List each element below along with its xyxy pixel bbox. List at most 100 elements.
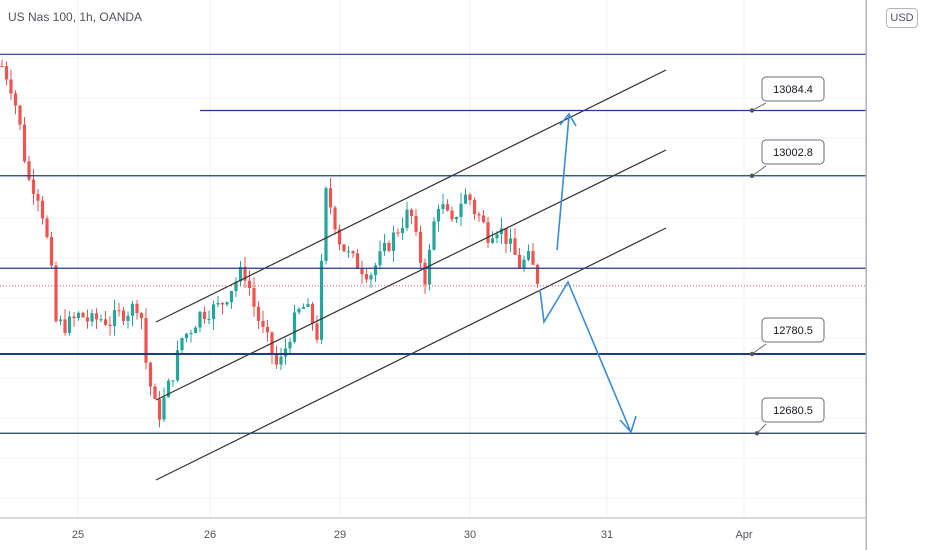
candle-body bbox=[378, 251, 382, 266]
candle-body bbox=[315, 323, 319, 340]
channel-upper-line bbox=[155, 69, 667, 323]
arrow-down-head bbox=[619, 415, 637, 434]
time-axis-label: 30 bbox=[464, 529, 476, 541]
candle-body bbox=[76, 312, 81, 319]
candle-body bbox=[117, 310, 121, 312]
candle-body bbox=[274, 353, 279, 365]
callout-label: 12680.5 bbox=[773, 405, 813, 417]
callout-box bbox=[761, 139, 825, 165]
candle-body bbox=[180, 338, 184, 351]
candle-body bbox=[504, 228, 508, 244]
candle-body bbox=[283, 348, 288, 357]
candle-body bbox=[166, 380, 171, 398]
candle-body bbox=[324, 188, 328, 261]
candle-body bbox=[175, 350, 180, 381]
price-scale[interactable] bbox=[866, 0, 932, 550]
time-axis-label: 29 bbox=[334, 529, 346, 541]
candle-body bbox=[463, 194, 468, 204]
candle-body bbox=[27, 161, 31, 180]
candle-body bbox=[400, 227, 405, 234]
candle-body bbox=[108, 324, 112, 327]
callout-box bbox=[761, 76, 825, 102]
candle-body bbox=[427, 249, 432, 285]
candle-body bbox=[31, 179, 36, 194]
candle-body bbox=[373, 265, 378, 276]
candle-body bbox=[112, 310, 117, 327]
candle-body bbox=[67, 316, 72, 333]
time-axis-label: 26 bbox=[204, 529, 216, 541]
candle-body bbox=[148, 362, 153, 387]
candle-body bbox=[58, 319, 63, 322]
arrow-up-line bbox=[556, 115, 570, 251]
arrow-down-line bbox=[539, 280, 631, 431]
candle-body bbox=[531, 251, 535, 265]
candle-body bbox=[198, 311, 202, 328]
candle-body bbox=[468, 194, 472, 200]
candle-body bbox=[477, 214, 481, 216]
callout-label: 12780.5 bbox=[773, 325, 813, 337]
candle-body bbox=[526, 251, 531, 260]
callout-pointer bbox=[751, 343, 767, 355]
candle-body bbox=[94, 313, 99, 320]
candle-body bbox=[387, 242, 391, 251]
candle-body bbox=[441, 204, 445, 209]
candle-body bbox=[63, 319, 67, 333]
candle-body bbox=[18, 105, 22, 125]
candle-body bbox=[54, 265, 58, 322]
callout-pointer bbox=[751, 102, 767, 111]
candle-body bbox=[229, 291, 234, 303]
candle-body bbox=[445, 204, 450, 211]
candle-body bbox=[517, 254, 522, 269]
currency-button[interactable]: USD bbox=[886, 8, 918, 28]
candle-body bbox=[364, 274, 369, 280]
candle-body bbox=[256, 306, 261, 321]
candle-body bbox=[9, 79, 13, 94]
candle-body bbox=[247, 280, 252, 289]
candle-body bbox=[360, 268, 364, 275]
candle-body bbox=[171, 380, 175, 382]
candle-body bbox=[513, 238, 517, 255]
callout-anchor bbox=[749, 351, 755, 357]
candle-body bbox=[490, 238, 495, 243]
candle-body bbox=[265, 326, 270, 333]
channel-middle-line bbox=[155, 149, 667, 401]
candle-body bbox=[337, 229, 342, 245]
candle-body bbox=[306, 303, 310, 308]
candle-body bbox=[342, 244, 346, 252]
candle-body bbox=[432, 221, 436, 250]
candle-body bbox=[328, 188, 333, 208]
candle-body bbox=[391, 232, 396, 251]
callout-label: 13002.8 bbox=[773, 147, 813, 159]
candle-body bbox=[162, 397, 166, 420]
candle-body bbox=[130, 303, 135, 316]
candle-body bbox=[355, 253, 360, 269]
candle-body bbox=[535, 264, 540, 284]
candle-body bbox=[189, 333, 193, 335]
candle-body bbox=[193, 327, 198, 334]
candle-body bbox=[508, 238, 513, 244]
candle-body bbox=[319, 260, 324, 340]
candle-body bbox=[423, 262, 427, 285]
callout-box bbox=[761, 317, 825, 343]
candle-body bbox=[459, 203, 463, 218]
candle-body bbox=[481, 215, 486, 223]
candle-body bbox=[418, 231, 423, 263]
time-axis-label: 25 bbox=[72, 529, 84, 541]
candle-body bbox=[103, 319, 108, 325]
candle-body bbox=[234, 281, 238, 292]
candle-body bbox=[396, 232, 400, 234]
candle-body bbox=[454, 217, 459, 220]
candle-body bbox=[121, 310, 126, 321]
candle-body bbox=[301, 307, 306, 309]
candle-body bbox=[202, 311, 207, 320]
candle-body bbox=[45, 218, 49, 237]
candle-body bbox=[252, 288, 256, 307]
candle-body bbox=[144, 318, 148, 363]
candle-body bbox=[238, 266, 243, 282]
candle-body bbox=[49, 236, 54, 266]
candle-body bbox=[22, 124, 27, 162]
arrow-up-head bbox=[559, 112, 577, 127]
candle-body bbox=[292, 312, 297, 342]
